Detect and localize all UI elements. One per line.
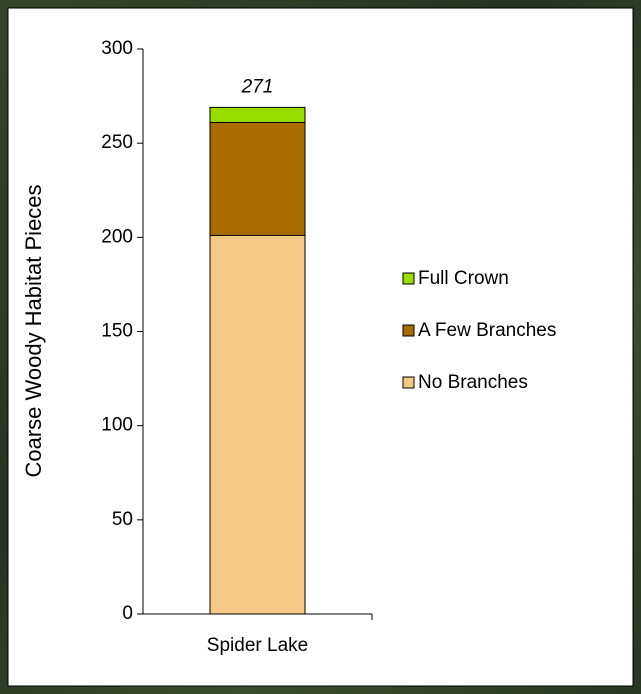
y-axis-label: Coarse Woody Habitat Pieces <box>21 184 46 477</box>
total-label: 271 <box>241 76 274 97</box>
y-tick-label: 250 <box>101 132 133 153</box>
y-tick-label: 150 <box>101 321 133 342</box>
y-tick-label: 300 <box>101 38 133 59</box>
x-tick-label: Spider Lake <box>207 635 308 656</box>
legend-label: Full Crown <box>418 268 509 289</box>
legend-swatch <box>402 272 415 285</box>
bar-segment <box>209 234 306 615</box>
bar-segment <box>209 106 306 123</box>
legend-swatch <box>402 376 415 389</box>
panel <box>7 7 634 687</box>
legend-swatch <box>402 324 415 337</box>
y-tick-label: 50 <box>112 509 133 530</box>
y-tick-label: 100 <box>101 415 133 436</box>
y-tick-label: 200 <box>101 226 133 247</box>
legend-label: A Few Branches <box>418 320 556 341</box>
bar-segment <box>209 121 306 236</box>
legend-label: No Branches <box>418 372 528 393</box>
y-tick-label: 0 <box>122 603 133 624</box>
